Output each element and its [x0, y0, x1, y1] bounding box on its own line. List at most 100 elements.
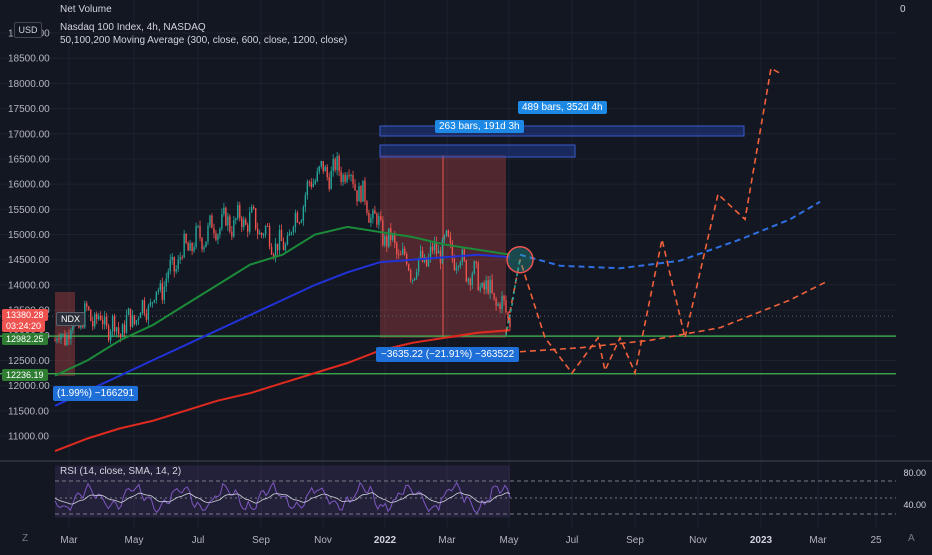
candle-body [499, 303, 501, 310]
candle-body [483, 282, 485, 290]
symbol-title[interactable]: Nasdaq 100 Index, 4h, NASDAQ [60, 22, 206, 33]
candle-body [352, 175, 354, 185]
price-tick-label: 11500.00 [8, 406, 49, 417]
candle-body [326, 166, 328, 178]
candle-body [288, 233, 291, 236]
candle-body [153, 299, 156, 303]
candle-body [294, 212, 297, 228]
candle-body [469, 278, 471, 286]
candle-body [199, 226, 201, 238]
candle-body [316, 171, 318, 182]
rsi-pane [54, 465, 896, 518]
candle-body [465, 260, 467, 282]
candle-body [54, 340, 56, 342]
net-volume-label: Net Volume [60, 4, 112, 15]
candle-body [509, 318, 511, 328]
candle-body [340, 171, 342, 183]
candle-body [276, 243, 279, 251]
candle-body [388, 228, 390, 247]
candle-body [427, 257, 430, 267]
candle-body [241, 218, 243, 228]
candle-body [121, 324, 124, 338]
countdown-tag: 03:24:20 [2, 320, 46, 332]
candle-body [467, 278, 469, 282]
candle-body [491, 279, 493, 293]
candle-body [171, 256, 173, 260]
candle-body [473, 261, 475, 274]
candle-body [203, 247, 205, 250]
time-tick-label: Jul [192, 535, 205, 546]
candle-body [332, 159, 334, 172]
symbol-tag: NDX [56, 312, 86, 326]
candle-body [185, 234, 187, 243]
candle-body [342, 174, 344, 183]
candle-body [344, 174, 346, 182]
candle-body [368, 212, 370, 223]
tv-logo[interactable]: Z [22, 533, 29, 544]
candle-body [471, 273, 473, 286]
candle-body [247, 224, 249, 232]
candle-body [227, 216, 229, 226]
ma-200-line [54, 329, 511, 453]
candle-body [215, 233, 217, 240]
ma-legend[interactable]: 50,100,200 Moving Average (300, close, 6… [60, 35, 348, 46]
candle-body [280, 229, 283, 242]
candle-body [159, 283, 162, 291]
candle-body [447, 230, 450, 237]
candle-body [225, 207, 227, 226]
candle-body [254, 208, 257, 229]
candle-body [346, 175, 348, 182]
candle-body [268, 226, 271, 247]
rsi-band [55, 465, 510, 518]
candle-body [155, 291, 158, 300]
currency-button[interactable]: USD [14, 22, 42, 38]
candle-body [217, 234, 219, 240]
candle-body [413, 278, 416, 280]
candle-body [256, 228, 259, 235]
candle-body [62, 333, 64, 335]
auto-scale-button[interactable]: A [908, 533, 915, 544]
candle-body [451, 243, 454, 259]
candle-body [380, 216, 382, 221]
left-measure-label: (1.99%) −166291 [53, 386, 139, 401]
candle-body [489, 279, 491, 294]
rsi-legend[interactable]: RSI (14, close, SMA, 14, 2) [60, 466, 182, 477]
candle-body [274, 243, 277, 258]
candle-body [310, 181, 313, 187]
time-tick-label: Nov [689, 535, 707, 546]
candle-body [235, 218, 237, 221]
candle-body [237, 205, 239, 219]
candle-body [211, 215, 213, 229]
candle-body [417, 257, 420, 273]
candle-body [161, 283, 163, 300]
candle-body [163, 286, 165, 300]
range-box-short [379, 144, 576, 158]
candle-body [302, 206, 305, 221]
candle-body [157, 290, 160, 292]
candle-body [334, 159, 336, 171]
price-drop-label: −3635.22 (−21.91%) −363522 [376, 347, 520, 362]
candle-body [493, 292, 495, 299]
candle-body [433, 241, 436, 251]
candle-body [56, 338, 58, 341]
candle-body [324, 166, 326, 172]
candle-body [66, 335, 68, 346]
candle-body [364, 180, 366, 202]
candle-body [98, 315, 100, 320]
candle-body [207, 225, 209, 242]
projection-blue-curve [519, 200, 821, 270]
candle-body [330, 171, 332, 190]
candle-body [213, 228, 215, 234]
candle-body [292, 227, 295, 233]
candle-body [314, 181, 316, 184]
candle-body [290, 232, 293, 234]
candle-body [328, 177, 330, 190]
candle-body [264, 225, 267, 235]
candle-body [86, 303, 88, 307]
range-label-long: 489 bars, 352d 4h [518, 101, 607, 114]
candle-body [123, 324, 126, 333]
candle-body [165, 278, 167, 287]
range-label-short: 263 bars, 191d 3h [435, 120, 524, 133]
candle-body [322, 161, 324, 172]
